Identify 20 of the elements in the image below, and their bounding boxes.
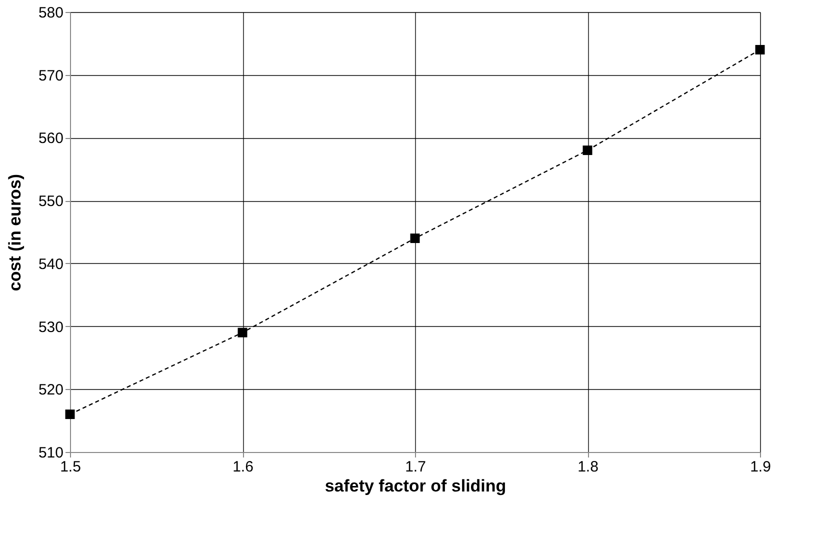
y-tick-label: 510 xyxy=(38,444,64,462)
x-axis-title: safety factor of sliding xyxy=(324,476,506,496)
point xyxy=(410,234,420,244)
y-tick-label: 560 xyxy=(38,130,64,148)
y-tick-label: 570 xyxy=(38,67,64,84)
y-tick-label: 520 xyxy=(38,382,64,399)
y-tick-label: 580 xyxy=(38,4,64,22)
x-tick-label: 1.8 xyxy=(578,458,598,476)
point xyxy=(582,146,592,156)
x-tick-label: 1.6 xyxy=(232,458,254,476)
y-tick-label: 530 xyxy=(38,318,64,336)
x-tick-label: 1.5 xyxy=(60,458,81,476)
y-tick-label: 550 xyxy=(38,193,64,210)
y-axis-title: cost (in euros) xyxy=(5,174,24,292)
point xyxy=(65,410,75,420)
x-tick-label: 1.9 xyxy=(750,458,771,476)
point xyxy=(755,44,765,54)
y-tick-label: 540 xyxy=(38,256,64,273)
x-tick-label: 1.7 xyxy=(405,458,426,476)
point xyxy=(238,328,248,338)
